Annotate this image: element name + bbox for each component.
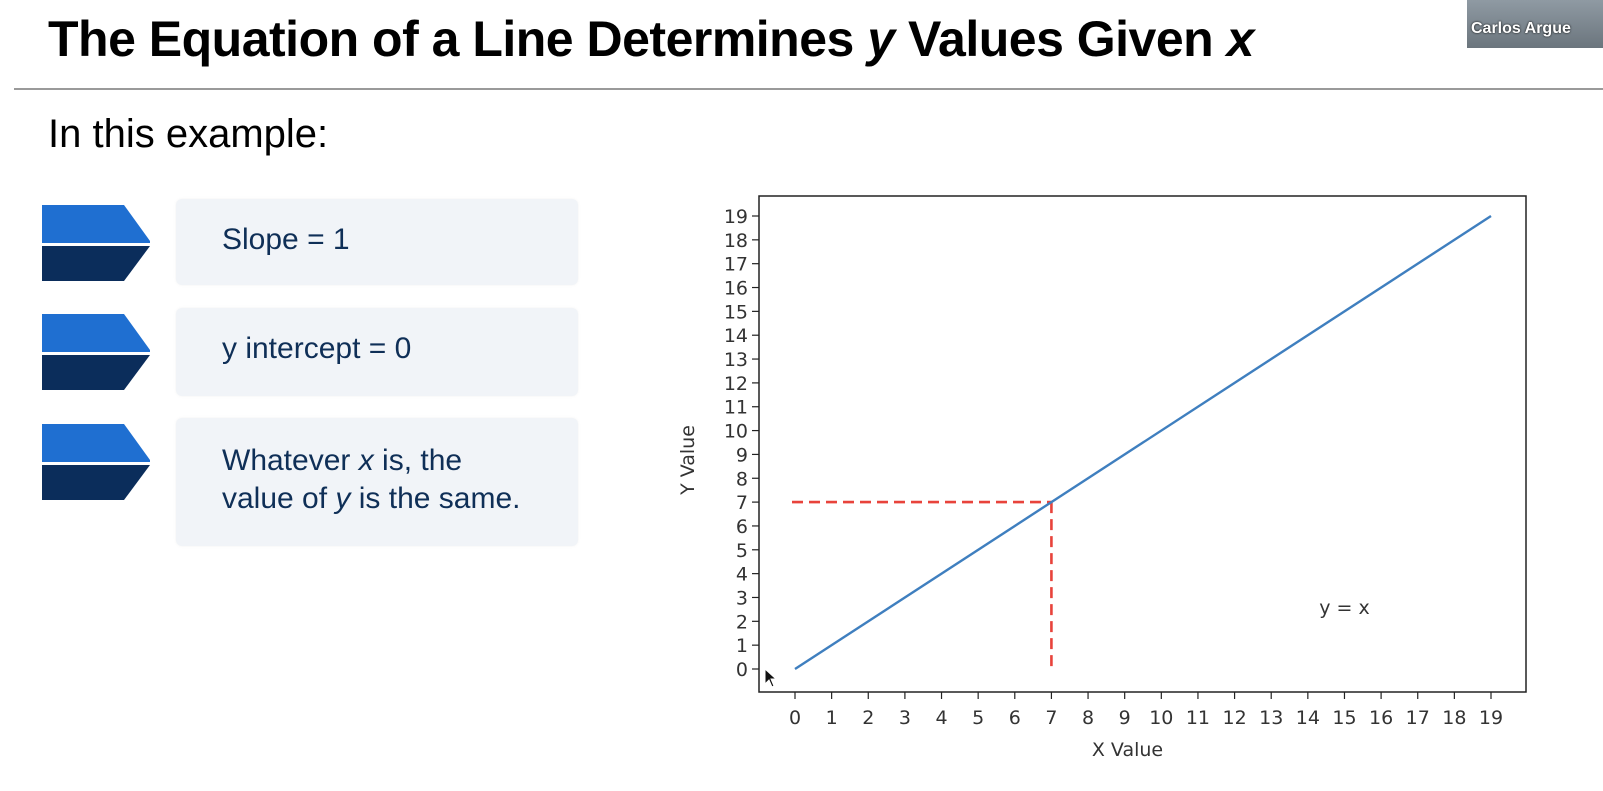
- bullet-intercept: y intercept = 0: [42, 308, 582, 399]
- y-tick-label: 5: [736, 540, 748, 562]
- x-tick-label: 17: [1406, 707, 1430, 729]
- x-tick-label: 6: [1009, 707, 1021, 729]
- y-tick-label: 6: [736, 516, 748, 538]
- slide-title: The Equation of a Line Determines y Valu…: [48, 4, 1254, 74]
- y-tick-label: 16: [724, 278, 748, 300]
- x-tick-label: 10: [1149, 707, 1173, 729]
- y-tick-label: 12: [724, 373, 748, 395]
- x-tick-label: 11: [1186, 707, 1210, 729]
- y-tick-label: 14: [724, 325, 748, 347]
- presenter-video-tile[interactable]: Carlos Argue: [1467, 0, 1603, 48]
- chevron-icon: [42, 314, 150, 390]
- x-tick-label: 15: [1332, 707, 1356, 729]
- title-italic-x: x: [1226, 11, 1255, 67]
- x-tick-label: 2: [862, 707, 874, 729]
- chart-svg: 0 1 2 3 4 5 6 7 8 9 10 11 12 13 14 15 16 17 18 190123456789…: [677, 195, 1527, 761]
- y-tick-label: 13: [724, 349, 748, 371]
- x-tick-label: 12: [1222, 707, 1246, 729]
- bullet-card: Whatever x is, the value of y is the sam…: [176, 418, 578, 546]
- title-text-2: Values Given: [894, 11, 1227, 67]
- chevron-icon: [42, 205, 150, 281]
- bullet-text: y intercept = 0: [222, 332, 412, 365]
- bullet-text: Slope = 1: [222, 223, 350, 256]
- y-tick-label: 17: [724, 254, 748, 276]
- bullet-text: Whatever x is, the value of y is the sam…: [222, 442, 521, 518]
- bullet-card: y intercept = 0: [176, 308, 578, 396]
- x-tick-label: 9: [1119, 707, 1131, 729]
- x-tick-label: 0: [789, 707, 801, 729]
- title-text: The Equation of a Line Determines: [48, 11, 868, 67]
- equation-annotation: y = x: [1319, 597, 1370, 619]
- x-tick-label: 1: [826, 707, 838, 729]
- title-divider: [14, 88, 1603, 90]
- x-tick-label: 16: [1369, 707, 1393, 729]
- y-tick-label: 10: [724, 421, 748, 443]
- mouse-cursor-icon: [764, 668, 778, 688]
- bullet-line-2: value of y is the same.: [222, 482, 521, 515]
- bullet-same-value: Whatever x is, the value of y is the sam…: [42, 418, 582, 548]
- y-tick-label: 4: [736, 564, 748, 586]
- bullet-card: Slope = 1: [176, 199, 578, 285]
- x-tick-label: 13: [1259, 707, 1283, 729]
- y-tick-label: 11: [724, 397, 748, 419]
- intro-text: In this example:: [48, 112, 329, 156]
- x-axis-label: X Value: [1092, 739, 1163, 761]
- line-chart: 0 1 2 3 4 5 6 7 8 9 10 11 12 13 14 15 16 17 18 19 0 1 2 3 4 5 6 7 8 9…: [670, 185, 1590, 785]
- y-tick-label: 18: [724, 230, 748, 252]
- presenter-name: Carlos Argue: [1471, 20, 1571, 37]
- x-tick-label: 7: [1045, 707, 1057, 729]
- y-tick-label: 3: [736, 587, 748, 609]
- y-tick-label: 19: [724, 206, 748, 228]
- series-line: [794, 214, 1492, 671]
- x-tick-label: 5: [972, 707, 984, 729]
- y-tick-label: 7: [736, 492, 748, 514]
- x-tick-label: 19: [1479, 707, 1503, 729]
- chevron-icon: [42, 424, 150, 500]
- bullet-line-1: Whatever x is, the: [222, 444, 463, 477]
- y-tick-label: 2: [736, 611, 748, 633]
- y-axis-label: Y Value: [677, 425, 699, 496]
- y-tick-label: 9: [736, 444, 748, 466]
- x-tick-label: 18: [1442, 707, 1466, 729]
- x-tick-label: 4: [935, 707, 947, 729]
- x-tick-label: 14: [1296, 707, 1320, 729]
- y-tick-label: 0: [736, 659, 748, 681]
- x-tick-label: 8: [1082, 707, 1094, 729]
- bullet-slope: Slope = 1: [42, 199, 582, 289]
- x-tick-label: 3: [899, 707, 911, 729]
- y-tick-label: 1: [736, 635, 748, 657]
- y-tick-label: 15: [724, 301, 748, 323]
- title-italic-y: y: [867, 11, 895, 67]
- y-tick-label: 8: [736, 468, 748, 490]
